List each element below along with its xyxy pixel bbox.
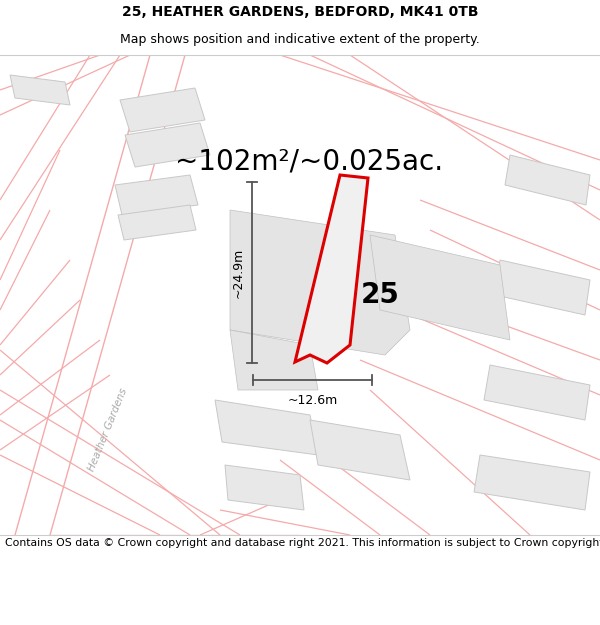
Text: 25, HEATHER GARDENS, BEDFORD, MK41 0TB: 25, HEATHER GARDENS, BEDFORD, MK41 0TB — [122, 5, 478, 19]
Text: ~24.9m: ~24.9m — [232, 248, 245, 298]
Polygon shape — [230, 210, 410, 355]
Text: Heather Gardens: Heather Gardens — [87, 387, 129, 473]
Polygon shape — [120, 88, 205, 132]
Polygon shape — [370, 235, 510, 340]
Text: 25: 25 — [361, 281, 400, 309]
Text: ~12.6m: ~12.6m — [287, 394, 338, 407]
Polygon shape — [225, 465, 304, 510]
Polygon shape — [505, 155, 590, 205]
Polygon shape — [118, 205, 196, 240]
Polygon shape — [215, 400, 318, 455]
Polygon shape — [474, 455, 590, 510]
Polygon shape — [115, 175, 198, 215]
Text: Contains OS data © Crown copyright and database right 2021. This information is : Contains OS data © Crown copyright and d… — [5, 538, 600, 548]
Polygon shape — [484, 365, 590, 420]
Polygon shape — [295, 175, 368, 363]
Polygon shape — [10, 75, 70, 105]
Polygon shape — [230, 330, 318, 390]
Polygon shape — [310, 420, 410, 480]
Text: Map shows position and indicative extent of the property.: Map shows position and indicative extent… — [120, 33, 480, 46]
Text: ~102m²/~0.025ac.: ~102m²/~0.025ac. — [175, 148, 443, 176]
Polygon shape — [495, 260, 590, 315]
Polygon shape — [125, 123, 210, 167]
